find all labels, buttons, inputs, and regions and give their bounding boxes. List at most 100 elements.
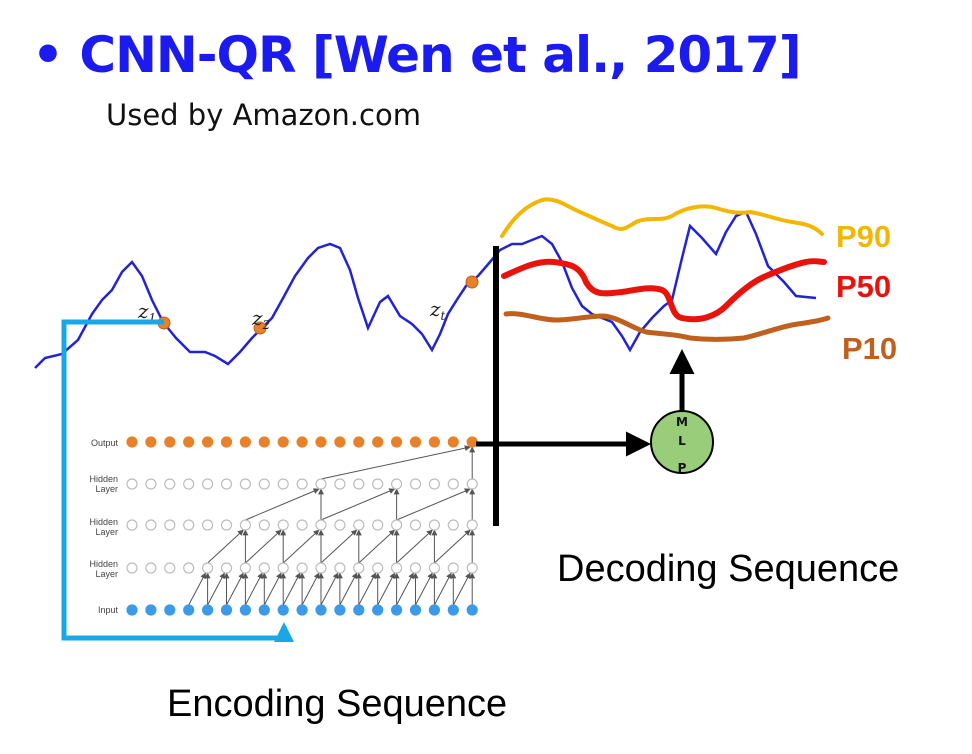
output-node: [202, 436, 214, 448]
hidden-node: [428, 519, 440, 531]
hidden-node: [277, 478, 289, 490]
hidden-node: [353, 562, 365, 574]
edge-input-h1: [226, 572, 244, 606]
edge-input-h1: [207, 572, 225, 606]
hidden-node: [164, 562, 176, 574]
edge-h1-h2: [207, 529, 244, 564]
layer-label-input: Input: [98, 605, 119, 615]
p90-label: P90: [836, 219, 891, 254]
output-node: [409, 436, 422, 448]
edge-h1-h2: [282, 529, 320, 564]
output-node: [258, 436, 270, 448]
edge-input-h1: [282, 572, 301, 606]
input-node: [183, 604, 195, 616]
edge-input-h1: [244, 572, 263, 606]
hidden-node: [126, 478, 138, 490]
edge-input-h1: [452, 572, 471, 606]
edge-h1-h2: [434, 529, 471, 564]
network-nodes: [126, 436, 478, 616]
hidden-node: [239, 478, 251, 490]
edge-h1-h2: [320, 529, 358, 564]
p90-quantile-line: [500, 197, 824, 238]
p50-label: P50: [836, 269, 891, 304]
layer-label-hidden-1: Hidden Layer: [89, 559, 118, 579]
hidden-node: [239, 562, 251, 574]
edge-h2-h3: [320, 488, 396, 521]
encoding-sequence-label: Encoding Sequence: [167, 683, 508, 725]
output-node: [239, 436, 251, 448]
edge-input-h1: [358, 572, 377, 606]
hidden-node: [164, 519, 176, 531]
hidden-node: [315, 478, 327, 490]
hidden-node: [164, 478, 176, 490]
hidden-node: [258, 519, 270, 531]
dilated-cnn-network: Output Hidden Layer Hidden Layer Hidden Lay…: [89, 436, 478, 616]
hidden-node: [334, 519, 346, 531]
output-node: [428, 436, 440, 448]
z2-label: z2: [251, 306, 270, 332]
hidden-2-word-1: Hidden: [89, 517, 118, 527]
input-node: [258, 604, 270, 616]
output-node: [126, 436, 138, 448]
observed-series-line: [34, 210, 817, 369]
edge-input-h1: [415, 572, 433, 606]
network-layer-labels: Output Hidden Layer Hidden Layer Hidden Lay…: [89, 438, 118, 615]
output-node: [296, 436, 308, 448]
input-node: [145, 604, 157, 616]
hidden-node: [391, 478, 403, 490]
hidden-3-word-2: Layer: [95, 484, 118, 494]
output-node: [164, 436, 176, 448]
output-node: [372, 436, 384, 448]
input-node: [409, 604, 422, 616]
slide-title: • CNN-QR [Wen et al., 2017]: [32, 26, 802, 84]
mlp-letter-l: L: [678, 434, 686, 448]
subtitle: Used by Amazon.com: [106, 98, 421, 132]
p10-quantile-line: [503, 311, 831, 342]
edge-input-h1: [339, 572, 358, 606]
input-node: [315, 604, 327, 616]
input-node: [466, 604, 478, 616]
input-node: [220, 604, 233, 616]
hidden-node: [126, 519, 138, 531]
edge-h1-h2: [396, 529, 433, 564]
layer-label-hidden-2: Hidden Layer: [89, 517, 118, 537]
output-node: [353, 436, 365, 448]
hidden-node: [353, 519, 365, 531]
hidden-node: [277, 519, 289, 531]
z2-point: [253, 321, 267, 335]
hidden-node: [202, 562, 214, 574]
hidden-node: [466, 478, 478, 490]
hidden-node: [409, 519, 422, 531]
hidden-1-word-2: Layer: [95, 569, 118, 579]
edge-input-h1: [188, 572, 207, 606]
edge-input-h1: [396, 572, 414, 606]
hidden-node: [220, 478, 233, 490]
zt-label: zt: [429, 297, 446, 323]
edge-input-h1: [263, 572, 282, 606]
hidden-3-word-1: Hidden: [89, 474, 118, 484]
output-node: [220, 436, 233, 448]
p50-quantile-line: [501, 258, 827, 323]
edge-input-h1: [433, 572, 452, 606]
input-node: [447, 604, 459, 616]
edge-h1-h2: [245, 529, 282, 564]
input-node: [239, 604, 251, 616]
output-node: [315, 436, 327, 448]
input-node: [277, 604, 289, 616]
hidden-node: [202, 478, 214, 490]
edge-input-h1: [377, 572, 396, 606]
hidden-node: [372, 519, 384, 531]
mlp-letter-m: M: [676, 415, 688, 429]
hidden-node: [447, 478, 459, 490]
hidden-node: [391, 562, 403, 574]
hidden-node: [466, 519, 478, 531]
hidden-node: [315, 562, 327, 574]
edge-input-h1: [301, 572, 320, 606]
edge-input-h1: [320, 572, 339, 606]
edge-h1-h2: [358, 529, 396, 564]
hidden-node: [372, 562, 384, 574]
output-node: [466, 436, 478, 448]
hidden-node: [447, 562, 459, 574]
edge-h2-h3: [245, 488, 320, 521]
output-node: [391, 436, 403, 448]
